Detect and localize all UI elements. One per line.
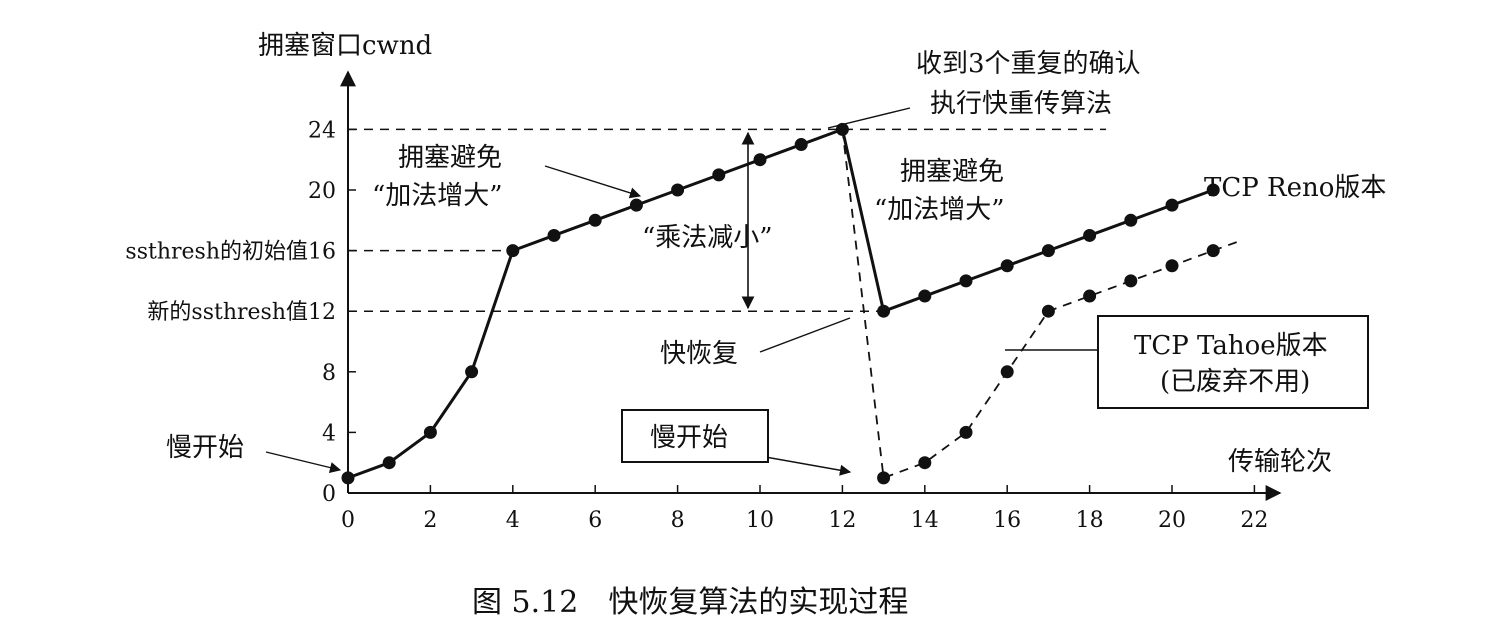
data-point-reno: [588, 213, 602, 227]
data-point-reno: [794, 138, 808, 152]
data-point-reno: [753, 153, 767, 167]
data-point-reno: [341, 471, 355, 485]
dup-ack-text-2: 执行快重传算法: [930, 89, 1112, 119]
x-tick-label: 10: [746, 508, 774, 533]
x-tick-label: 18: [1076, 508, 1104, 533]
data-point-reno: [506, 244, 520, 258]
x-tick-label: 4: [506, 508, 520, 533]
fast-recovery-text: 快恢复: [660, 339, 738, 369]
data-point-reno: [1083, 228, 1097, 242]
data-point-reno: [1041, 244, 1055, 258]
x-axis-label: 传输轮次: [1228, 447, 1332, 477]
y-ticks: 0 4 8 新的ssthresh值12 ssthresh的初始值16 20 24: [125, 118, 356, 507]
x-tick-label: 6: [588, 508, 602, 533]
x-tick-label: 22: [1240, 508, 1268, 533]
slow-start-text-2: 慢开始: [650, 423, 728, 453]
series-tahoe: [841, 129, 1239, 485]
x-tick-label: 20: [1158, 508, 1186, 533]
series-line-reno: [347, 127, 1214, 480]
x-tick-label: 14: [911, 508, 939, 533]
y-tick-label: 4: [322, 421, 336, 446]
data-point-tahoe: [1083, 289, 1097, 303]
x-tick-label: 2: [423, 508, 437, 533]
series-reno: [341, 122, 1220, 485]
figure-caption: 图 5.12 快恢复算法的实现过程: [472, 585, 908, 620]
data-point-tahoe: [1165, 259, 1179, 273]
cong-avoid-2-text-a: 拥塞避免: [900, 157, 1004, 187]
x-tick-label: 0: [341, 508, 355, 533]
data-point-tahoe: [877, 471, 891, 485]
data-point-tahoe: [918, 456, 932, 470]
data-point-tahoe: [1000, 365, 1014, 379]
cong-avoid-1-text-a: 拥塞避免: [398, 143, 502, 173]
y-tick-label: ssthresh的初始值16: [125, 240, 336, 265]
slow-start-pointer-1: [265, 451, 342, 474]
data-point-reno: [1206, 183, 1220, 197]
x-tick-label: 8: [671, 508, 685, 533]
y-tick-label: 新的ssthresh值12: [147, 300, 336, 325]
mult-decrease-text: “乘法减小”: [642, 223, 773, 253]
data-point-reno: [1165, 198, 1179, 212]
fast-recovery-pointer: [759, 317, 851, 353]
data-point-reno: [835, 122, 849, 136]
data-point-reno: [671, 183, 685, 197]
data-point-tahoe: [1206, 244, 1220, 258]
slow-start-text-1: 慢开始: [166, 433, 244, 463]
y-tick-label: 24: [308, 118, 336, 143]
cong-avoid-pointer: [544, 165, 642, 199]
cong-avoid-2-text-b: “加法增大”: [874, 195, 1005, 225]
reno-label: TCP Reno版本: [1204, 173, 1386, 203]
reference-lines: [348, 128, 1107, 312]
data-point-reno: [1000, 259, 1014, 273]
x-tick-label: 12: [828, 508, 856, 533]
tahoe-label-2: (已废弃不用): [1160, 367, 1310, 397]
slow-start-box: [621, 409, 769, 463]
data-point-reno: [712, 168, 726, 182]
data-point-tahoe: [1124, 274, 1138, 288]
y-tick-label: 20: [308, 179, 336, 204]
data-point-reno: [382, 456, 396, 470]
y-axis-label: 拥塞窗口cwnd: [258, 31, 432, 61]
tahoe-label-1: TCP Tahoe版本: [1134, 331, 1328, 361]
data-point-reno: [465, 365, 479, 379]
y-tick-label: 0: [322, 482, 336, 507]
x-ticks: 0 2 4 6 8 10 12 14 16 18 20 22: [341, 485, 1268, 533]
data-point-reno: [918, 289, 932, 303]
data-point-reno: [959, 274, 973, 288]
tahoe-box: [1097, 315, 1369, 409]
data-point-reno: [547, 228, 561, 242]
dup-ack-pointer: [827, 107, 911, 129]
cong-avoid-1-text-b: “加法增大”: [372, 181, 503, 211]
data-point-reno: [423, 425, 437, 439]
dup-ack-text-1: 收到3个重复的确认: [916, 49, 1141, 79]
y-tick-label: 8: [322, 361, 336, 386]
data-point-tahoe: [959, 425, 973, 439]
data-point-tahoe: [1041, 304, 1055, 318]
data-point-reno: [1124, 213, 1138, 227]
data-point-reno: [877, 304, 891, 318]
data-point-reno: [629, 198, 643, 212]
x-tick-label: 16: [993, 508, 1021, 533]
